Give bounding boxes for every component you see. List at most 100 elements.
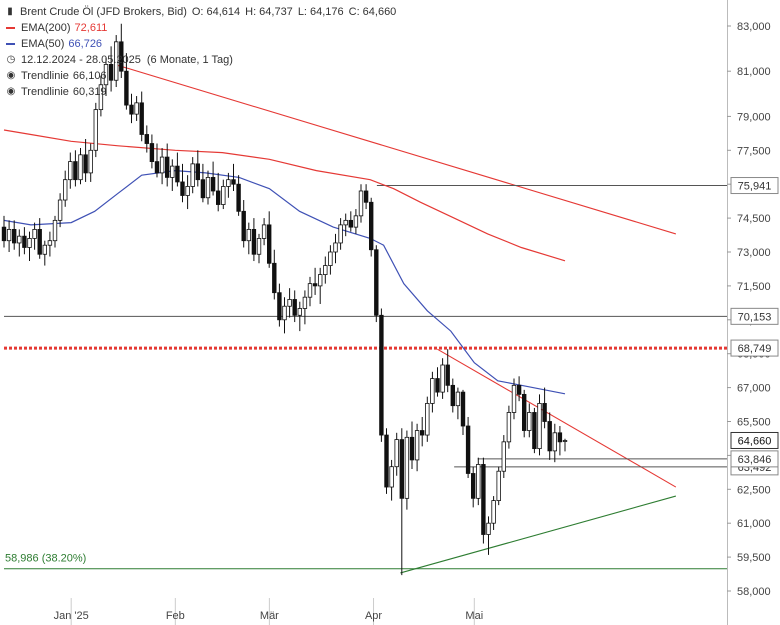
- candle[interactable]: [404, 430, 410, 510]
- candle[interactable]: [185, 175, 190, 210]
- legend-ema200[interactable]: EMA(200) 72,611: [6, 20, 396, 36]
- candle[interactable]: [358, 184, 364, 223]
- candle[interactable]: [78, 148, 83, 185]
- candle[interactable]: [409, 421, 415, 469]
- candle[interactable]: [399, 428, 404, 576]
- candle[interactable]: [215, 172, 221, 212]
- candle[interactable]: [328, 245, 333, 275]
- candle[interactable]: [394, 432, 399, 476]
- candle[interactable]: [562, 438, 568, 452]
- candle[interactable]: [47, 231, 53, 257]
- candle[interactable]: [103, 57, 109, 97]
- candle[interactable]: [236, 175, 241, 216]
- candle[interactable]: [27, 231, 32, 262]
- candle[interactable]: [266, 211, 272, 268]
- candle[interactable]: [57, 193, 63, 228]
- candle[interactable]: [527, 403, 532, 438]
- candle[interactable]: [430, 371, 435, 413]
- candle[interactable]: [486, 516, 491, 555]
- candle[interactable]: [246, 222, 251, 255]
- candle[interactable]: [1, 215, 7, 248]
- candle[interactable]: [297, 301, 302, 332]
- candle[interactable]: [119, 23, 124, 78]
- candle[interactable]: [435, 367, 440, 397]
- candle[interactable]: [542, 387, 547, 429]
- candle[interactable]: [506, 405, 512, 449]
- candle[interactable]: [11, 220, 17, 250]
- legend-trendline-2[interactable]: ◉ Trendlinie 60,319: [6, 84, 396, 100]
- candle[interactable]: [221, 179, 226, 210]
- candle[interactable]: [419, 416, 425, 447]
- candle[interactable]: [231, 163, 236, 191]
- candle[interactable]: [307, 276, 313, 307]
- candle[interactable]: [205, 170, 211, 205]
- candle[interactable]: [491, 496, 496, 530]
- candle[interactable]: [537, 394, 542, 456]
- candle[interactable]: [414, 423, 420, 472]
- candle[interactable]: [333, 233, 338, 264]
- candle[interactable]: [256, 233, 262, 264]
- candle[interactable]: [532, 407, 537, 454]
- candle[interactable]: [363, 184, 369, 210]
- candle[interactable]: [496, 466, 501, 506]
- candle[interactable]: [389, 459, 394, 501]
- candle[interactable]: [440, 358, 445, 399]
- candle[interactable]: [368, 197, 374, 257]
- candle[interactable]: [251, 218, 257, 262]
- candle[interactable]: [470, 466, 476, 508]
- candle[interactable]: [460, 389, 466, 436]
- candle[interactable]: [455, 387, 461, 420]
- candle[interactable]: [241, 200, 246, 248]
- candle[interactable]: [195, 150, 200, 187]
- candle[interactable]: [557, 426, 563, 456]
- candle[interactable]: [73, 150, 78, 187]
- candle[interactable]: [552, 423, 557, 463]
- candle[interactable]: [226, 172, 231, 198]
- candle[interactable]: [338, 218, 343, 250]
- candle[interactable]: [32, 222, 37, 250]
- candle[interactable]: [343, 213, 348, 237]
- candle[interactable]: [210, 161, 216, 196]
- candle[interactable]: [353, 209, 359, 234]
- candle[interactable]: [450, 378, 455, 413]
- candle[interactable]: [129, 93, 134, 124]
- candle[interactable]: [323, 256, 328, 284]
- candle[interactable]: [317, 267, 323, 304]
- candle[interactable]: [511, 378, 517, 420]
- candle[interactable]: [277, 283, 282, 327]
- candle[interactable]: [98, 75, 104, 117]
- candle[interactable]: [374, 245, 379, 323]
- legend-trendline-1[interactable]: ◉ Trendlinie 66,106: [6, 68, 396, 84]
- candle[interactable]: [52, 215, 58, 248]
- candle[interactable]: [144, 125, 149, 153]
- candle[interactable]: [190, 157, 195, 194]
- candle[interactable]: [312, 267, 318, 295]
- candle[interactable]: [93, 102, 98, 158]
- candle[interactable]: [22, 227, 27, 255]
- candle[interactable]: [42, 240, 47, 266]
- candle[interactable]: [108, 46, 114, 92]
- candle[interactable]: [6, 220, 12, 252]
- candle[interactable]: [200, 163, 206, 203]
- candle[interactable]: [139, 91, 144, 142]
- candle[interactable]: [292, 290, 297, 323]
- candle[interactable]: [114, 35, 119, 88]
- candle[interactable]: [68, 152, 73, 189]
- candle[interactable]: [37, 218, 42, 259]
- candle[interactable]: [348, 211, 353, 232]
- candle[interactable]: [180, 163, 185, 203]
- candle[interactable]: [425, 396, 430, 442]
- candle[interactable]: [261, 218, 267, 246]
- candle[interactable]: [164, 143, 170, 187]
- candle[interactable]: [88, 143, 93, 182]
- candle[interactable]: [287, 288, 292, 318]
- candle[interactable]: [481, 457, 486, 544]
- candle[interactable]: [522, 389, 527, 438]
- candle[interactable]: [379, 308, 384, 442]
- candle[interactable]: [282, 297, 287, 334]
- candle[interactable]: [149, 134, 155, 169]
- candle[interactable]: [159, 148, 165, 185]
- candle[interactable]: [134, 96, 139, 121]
- candle[interactable]: [175, 152, 180, 187]
